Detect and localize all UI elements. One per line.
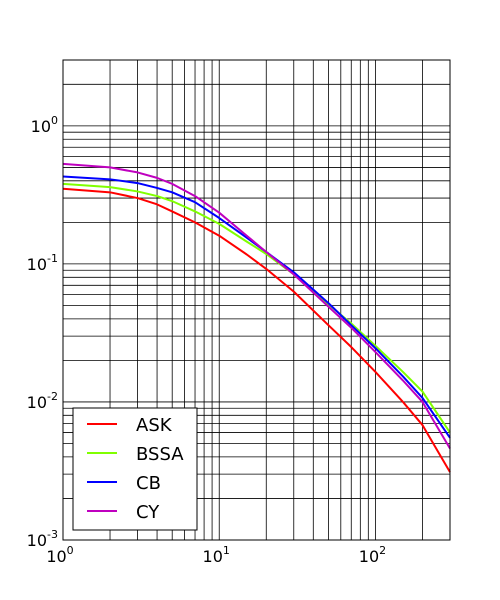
legend-label-cb: CB xyxy=(136,473,161,494)
legend-label-bssa: BSSA xyxy=(136,444,184,465)
legend-label-ask: ASK xyxy=(136,415,173,436)
series-line-ask xyxy=(62,187,451,473)
x-tick-label: 102 xyxy=(359,544,386,566)
x-tick-label: 101 xyxy=(203,544,230,566)
series-line-cy xyxy=(62,162,451,450)
plot-area-frame xyxy=(62,59,451,541)
series-lines xyxy=(62,162,451,473)
legend: ASK BSSA CB CY xyxy=(72,407,198,531)
series-line-cb xyxy=(62,175,451,439)
y-tick-label: 10-3 xyxy=(27,528,58,550)
grid xyxy=(62,59,451,541)
y-tick-label: 100 xyxy=(31,114,58,136)
legend-box xyxy=(72,407,198,531)
x-tick-labels: 100 101 102 xyxy=(46,544,386,566)
legend-label-cy: CY xyxy=(136,502,160,523)
y-tick-label: 10-2 xyxy=(27,390,58,412)
y-tick-label: 10-1 xyxy=(27,252,58,274)
y-tick-labels: 100 10-1 10-2 10-3 xyxy=(27,114,58,550)
x-tick-label: 100 xyxy=(46,544,73,566)
series-line-bssa xyxy=(62,182,451,434)
